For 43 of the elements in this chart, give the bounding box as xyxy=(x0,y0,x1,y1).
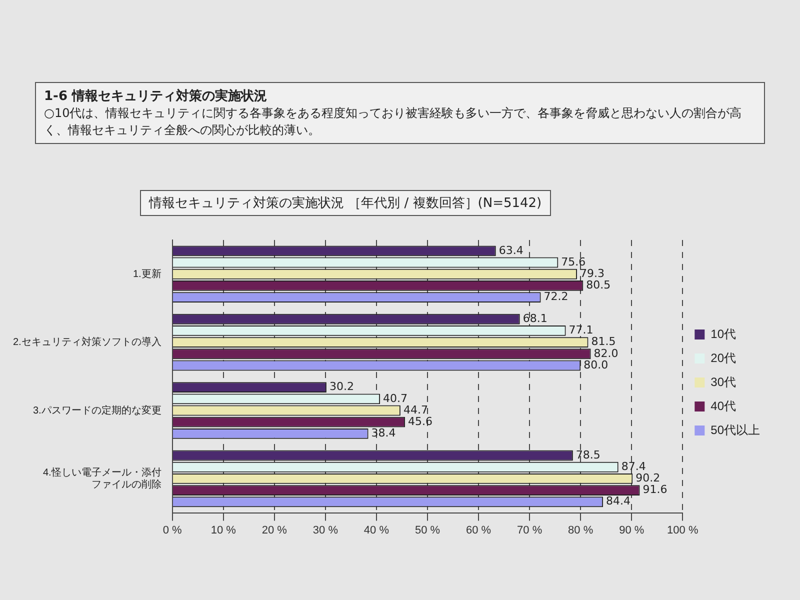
x-tick-label: 100 % xyxy=(667,524,698,536)
data-label: 63.4 xyxy=(498,244,524,257)
data-label: 84.4 xyxy=(606,494,631,508)
legend-label: 10代 xyxy=(710,326,736,341)
x-tick-label: 40 % xyxy=(364,524,390,536)
legend-label: 30代 xyxy=(710,374,736,389)
data-label: 77.1 xyxy=(568,324,594,337)
x-tick-label: 60 % xyxy=(466,524,492,536)
x-tick-label: 10 % xyxy=(210,524,236,536)
data-label: 82.0 xyxy=(594,346,618,360)
data-label: 81.5 xyxy=(591,335,616,348)
x-tick-label: 0 % xyxy=(162,524,182,536)
legend-label: 40代 xyxy=(710,398,736,413)
data-label: 40.7 xyxy=(383,392,408,405)
data-label: 44.7 xyxy=(403,403,428,416)
data-label: 75.6 xyxy=(561,255,586,268)
legend-label: 20代 xyxy=(710,350,736,365)
data-label: 80.5 xyxy=(586,278,611,292)
text: 情報セキュリティ対策の実施状況 ［年代別 / 複数回答］(N=5142) xyxy=(140,190,551,216)
y-tick-label: 1.更新 xyxy=(132,268,162,280)
data-label: 30.2 xyxy=(329,380,354,394)
y-tick-label: 3.パスワードの定期的な変更 xyxy=(32,404,162,416)
chart-subtitle: ○10代は、情報セキュリティに関する各事象をある程度知っており被害経験も多い一方で、各事象を脅威と思わない人の割合が高く、情報セキュリティ全般への関心が比較的薄い。 xyxy=(44,105,743,139)
data-label: 79.3 xyxy=(580,266,605,280)
x-tick-label: 50 % xyxy=(414,524,440,536)
x-tick-label: 90 % xyxy=(619,524,644,536)
x-tick-label: 80 % xyxy=(568,524,594,536)
y-tick-label: 4.怪しい電子メール・添付ファイルの削除 xyxy=(42,466,162,490)
x-tick-label: 20 % xyxy=(262,524,288,536)
x-tick-label: 30 % xyxy=(312,524,338,536)
data-label: 91.6 xyxy=(642,483,668,496)
data-label: 38.4 xyxy=(371,426,396,440)
x-tick-label: 70 % xyxy=(517,524,542,536)
chart-title: 1-6 情報セキュリティ対策の実施状況 xyxy=(44,88,268,105)
data-label: 78.5 xyxy=(576,448,600,462)
data-label: 87.4 xyxy=(621,460,646,473)
data-label: 68.1 xyxy=(522,312,548,325)
data-label: 90.2 xyxy=(636,472,660,485)
data-label: 72.2 xyxy=(544,290,568,304)
data-label: 45.6 xyxy=(408,414,433,428)
data-label: 80.0 xyxy=(584,358,608,372)
legend-label: 50代以上 xyxy=(710,422,760,437)
y-tick-label: 2.セキュリティ対策ソフトの導入 xyxy=(12,336,162,348)
